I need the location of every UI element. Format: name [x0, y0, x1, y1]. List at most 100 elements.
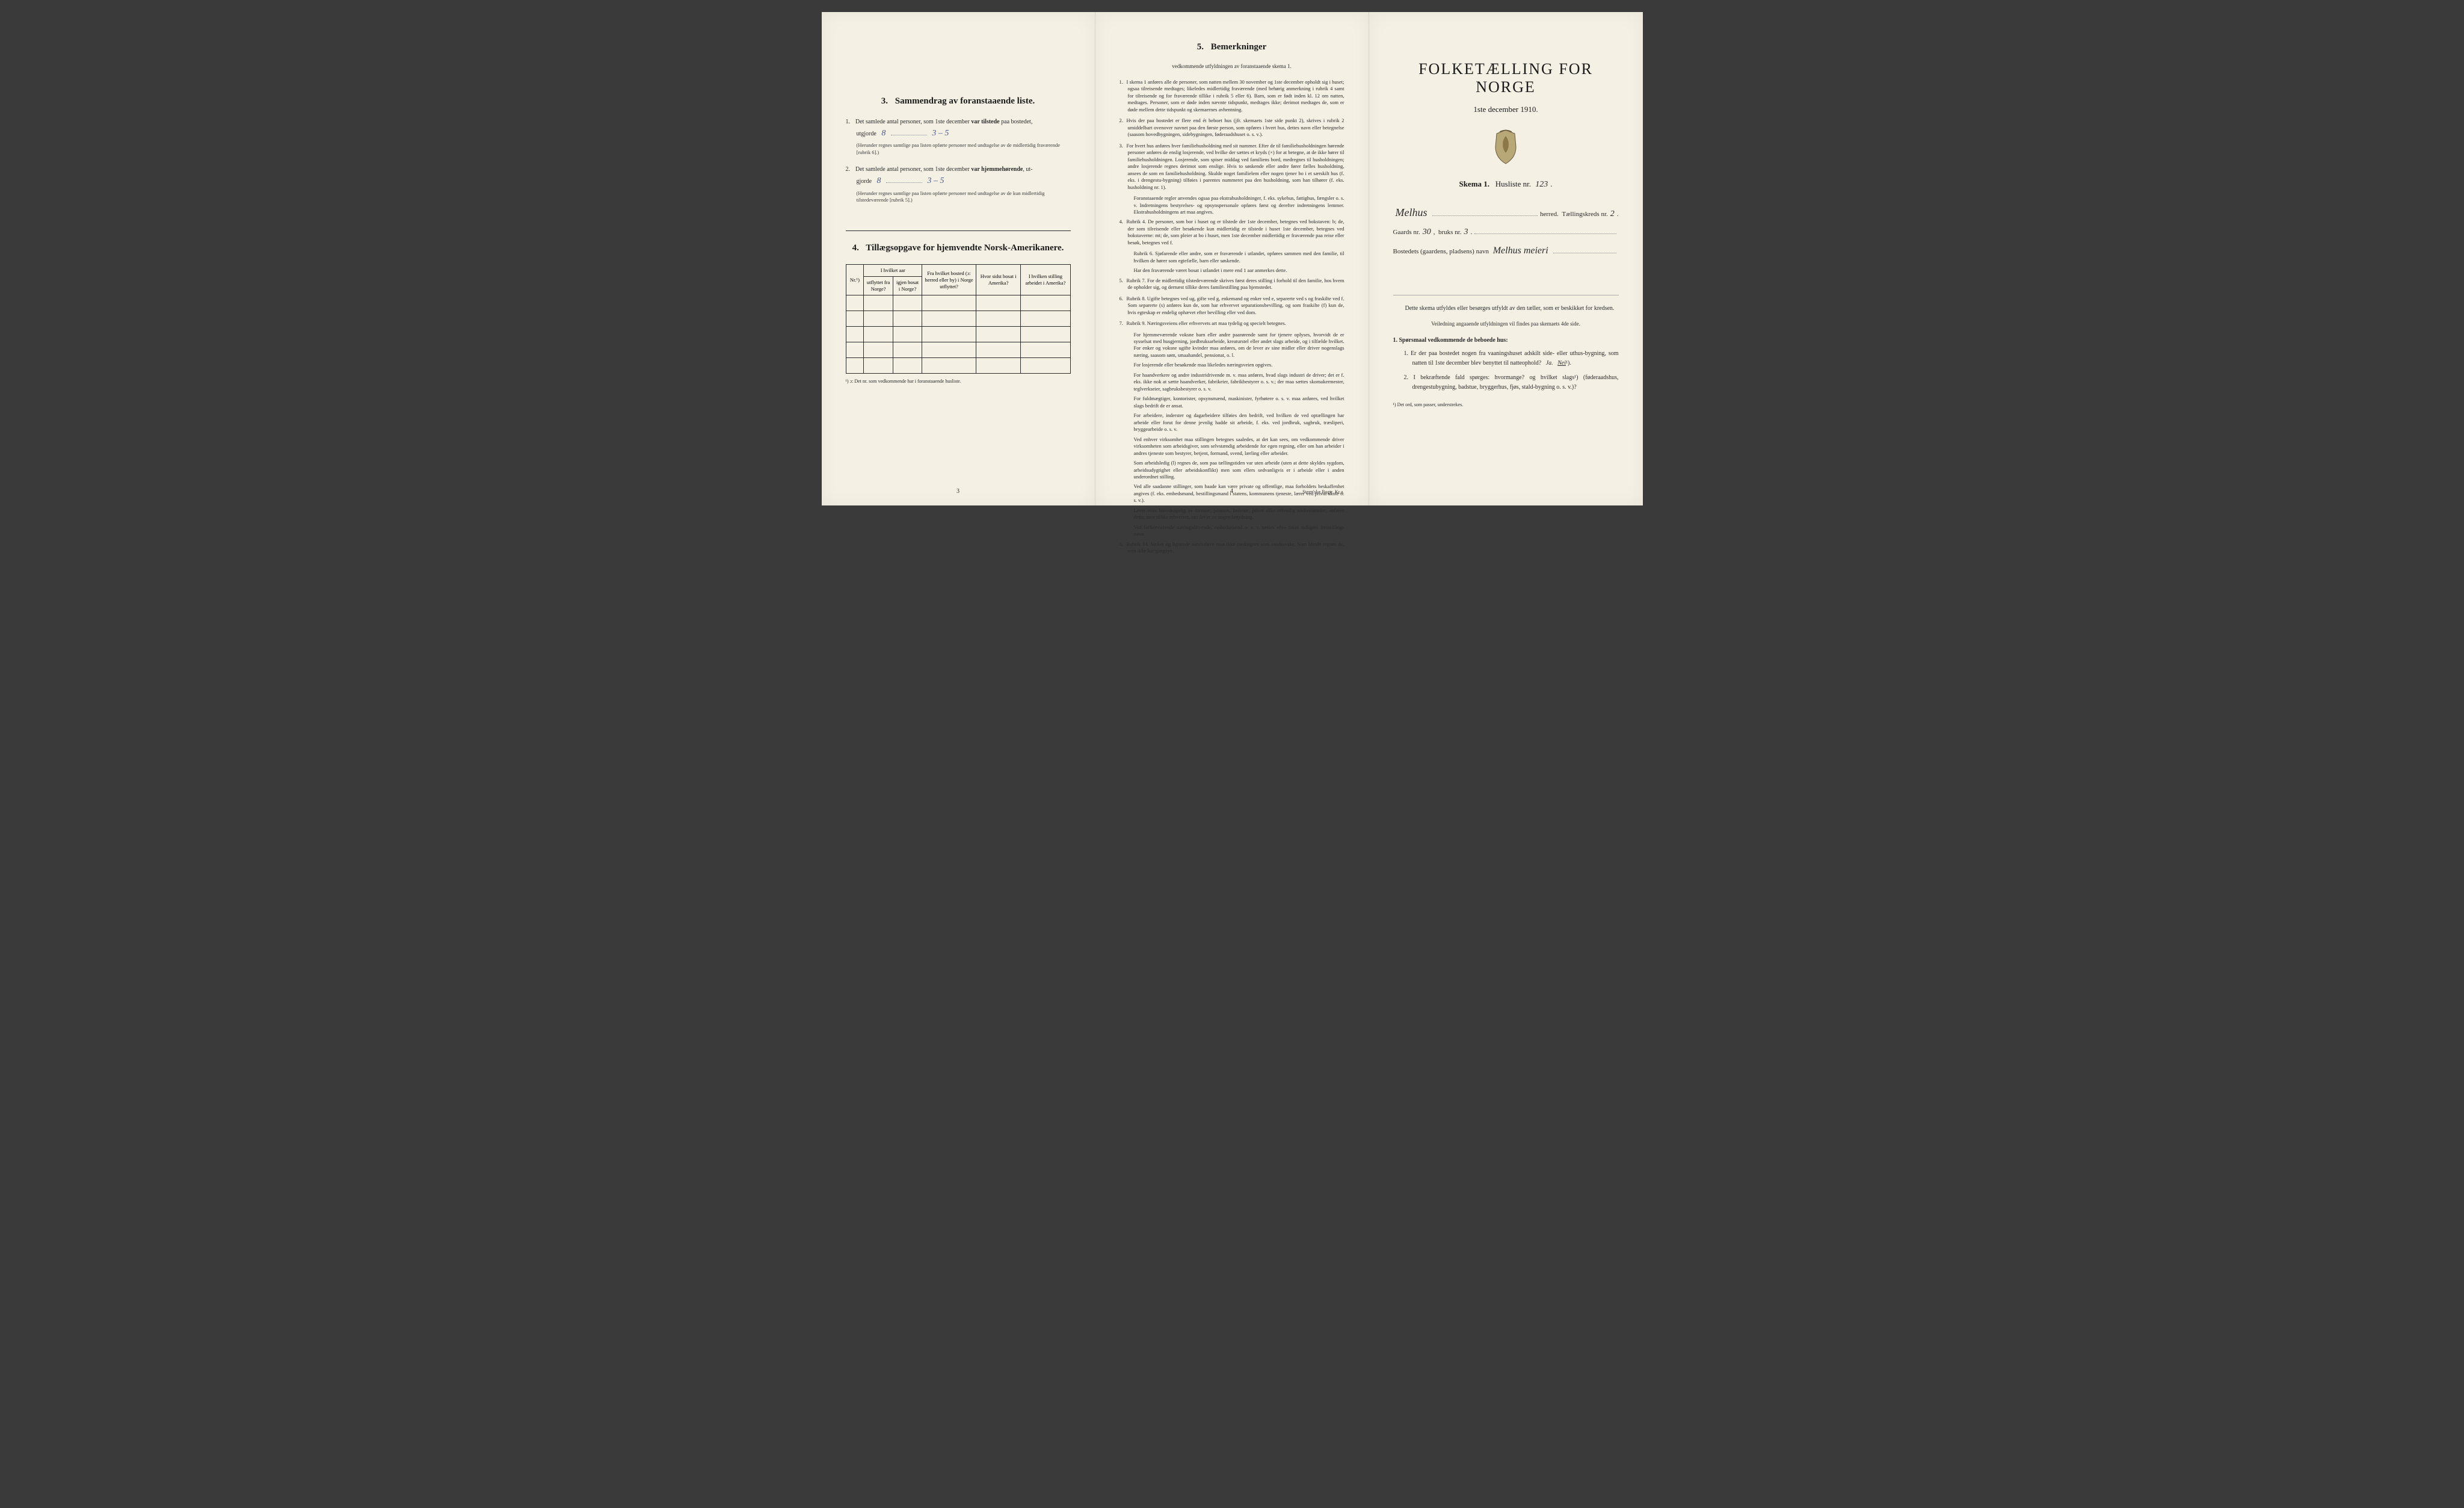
item-note: (Herunder regnes samtlige paa listen opf… — [857, 142, 1071, 156]
bruks-label: bruks nr. — [1438, 229, 1462, 236]
item-text: Rubrik 9. Næringsveiens eller erhvervets… — [1127, 320, 1286, 326]
item-text: Rubrik 8. Ugifte betegnes ved ug, gifte … — [1127, 295, 1344, 315]
col-header: Hvor sidst bosat i Amerika? — [976, 265, 1021, 295]
kreds-label: Tællingskreds nr. — [1562, 211, 1607, 218]
bemerkninger-list: 1.I skema 1 anføres alle de personer, so… — [1120, 79, 1344, 555]
section-title-text: Tillægsopgave for hjemvendte Norsk-Ameri… — [866, 243, 1064, 253]
q-text: I bekræftende fald spørges: hvormange? o… — [1412, 374, 1619, 391]
list-item: 3.For hvert hus anføres hver familiehush… — [1120, 143, 1344, 191]
section-5-title: 5. Bemerkninger — [1120, 42, 1344, 52]
page-title: FOLKETÆLLING FOR NORGE 1ste december 191… — [1369, 12, 1643, 505]
kreds-value: 2 — [1608, 209, 1617, 219]
item-number: 2. — [846, 165, 854, 175]
item-text: utgjorde — [857, 131, 878, 137]
item-number: 1. — [846, 117, 854, 127]
item-sub: Har den fraværende været bosat i utlande… — [1120, 267, 1344, 274]
item-sub: For haandverkere og andre industridriven… — [1120, 372, 1344, 392]
section-3-title: 3. Sammendrag av foranstaaende liste. — [846, 96, 1071, 107]
q-head-text: Spørsmaal vedkommende de beboede hus: — [1399, 337, 1508, 344]
question-item: 1. Er der paa bostedet nogen fra vaaning… — [1404, 349, 1619, 368]
bosted-value: Melhus meieri — [1491, 246, 1551, 256]
list-item: 1.I skema 1 anføres alle de personer, so… — [1120, 79, 1344, 113]
blank-line — [886, 176, 922, 183]
printer-mark: Steen'ske Bogtr. Kr.a. — [1302, 489, 1344, 495]
item-text: gjorde — [857, 178, 873, 185]
herred-value: Melhus — [1393, 206, 1430, 219]
skema-label: Skema 1. — [1459, 179, 1489, 188]
col-subheader: igjen bosat i Norge? — [893, 277, 922, 295]
list-item: 5.Rubrik 7. For de midlertidig tilstedev… — [1120, 277, 1344, 291]
q-head-num: 1. — [1393, 337, 1398, 344]
handwritten-value: 3 – 5 — [924, 176, 948, 185]
col-header: Fra hvilket bosted (ɔ: herred eller by) … — [922, 265, 976, 295]
item-text: Rubrik 4. De personer, som bor i huset o… — [1127, 218, 1344, 245]
item-text: Rubrik 14. Sinker og lignende aandssløve… — [1127, 541, 1344, 554]
page-number: 3 — [956, 488, 959, 495]
item-bold: var hjemmehørende — [971, 166, 1023, 173]
handwritten-value: 8 — [878, 129, 889, 138]
table-row — [846, 327, 1070, 342]
blank-line — [891, 128, 927, 135]
gaards-value: 30 — [1420, 227, 1434, 237]
section-title-text: Bemerkninger — [1211, 42, 1266, 52]
bosted-field: Bostedets (gaardens, pladsens) navn Melh… — [1393, 246, 1619, 256]
handwritten-value: 3 – 5 — [928, 129, 952, 138]
list-item: 7.Rubrik 9. Næringsveiens eller erhverve… — [1120, 320, 1344, 327]
q-text: Er der paa bostedet nogen fra vaaningshu… — [1411, 350, 1619, 366]
list-item: 8.Rubrik 14. Sinker og lignende aandsslø… — [1120, 541, 1344, 555]
q-option-ja: Ja. — [1546, 360, 1553, 366]
table-row — [846, 342, 1070, 358]
section-subtitle: vedkommende utfyldningen av foranstaaend… — [1120, 63, 1344, 69]
handwritten-value: 8 — [873, 176, 885, 185]
page-3: 3. Sammendrag av foranstaaende liste. 1.… — [822, 12, 1095, 505]
questions-section: 1. Spørsmaal vedkommende de beboede hus:… — [1393, 336, 1619, 392]
instruction-note: Veiledning angaaende utfyldningen vil fi… — [1393, 320, 1619, 329]
col-subheader: utflyttet fra Norge? — [864, 277, 893, 295]
gaards-label: Gaards nr. — [1393, 229, 1420, 236]
section-number: 3. — [881, 96, 888, 106]
item-text: Det samlede antal personer, som 1ste dec… — [855, 119, 971, 125]
list-item: 6.Rubrik 8. Ugifte betegnes ved ug, gift… — [1120, 295, 1344, 316]
item-bold: var tilstede — [971, 119, 999, 125]
section-number: 4. — [852, 243, 859, 253]
item-sub: For losjerende eller besøkende maa likel… — [1120, 362, 1344, 368]
item-text: Rubrik 7. For de midlertidig tilstedevær… — [1127, 277, 1344, 290]
coat-of-arms-icon — [1491, 129, 1521, 165]
bosted-label: Bostedets (gaardens, pladsens) navn — [1393, 248, 1489, 255]
q-option-nei-selected: Nei — [1557, 360, 1566, 366]
item-text: paa bostedet, — [1000, 119, 1033, 125]
item-sub: Ved enhver virksomhet maa stillingen bet… — [1120, 436, 1344, 457]
section-number: 5. — [1197, 42, 1204, 52]
page-number: 4 — [1230, 488, 1233, 495]
item-sub: For arbeidere, inderster og dagarbeidere… — [1120, 412, 1344, 433]
item-sub: Rubrik 6. Sjøfarende eller andre, som er… — [1120, 250, 1344, 264]
summary-item-2: 2. Det samlede antal personer, som 1ste … — [846, 165, 1071, 204]
q-num: 1. — [1404, 350, 1409, 357]
item-sub: Foranstaaende regler anvendes ogsaa paa … — [1120, 195, 1344, 215]
table-header-row: Nr.¹) I hvilket aar Fra hvilket bosted (… — [846, 265, 1070, 277]
list-item: 4.Rubrik 4. De personer, som bor i huset… — [1120, 218, 1344, 246]
table-footnote: ¹) ɔ: Det nr. som vedkommende har i fora… — [846, 379, 1071, 384]
herred-label: herred. — [1540, 211, 1559, 218]
item-text: , ut- — [1023, 166, 1032, 173]
summary-item-1: 1. Det samlede antal personer, som 1ste … — [846, 117, 1071, 156]
page-footnote: ¹) Det ord, som passer, understrekes. — [1393, 402, 1619, 407]
col-header: I hvilken stilling arbeidet i Amerika? — [1021, 265, 1070, 295]
document-spread: 3. Sammendrag av foranstaaende liste. 1.… — [822, 12, 1643, 505]
col-header: I hvilket aar — [864, 265, 922, 277]
herred-field: Melhus herred. Tællingskreds nr. 2. — [1393, 206, 1619, 219]
q-num: 2. — [1404, 374, 1409, 381]
census-title: FOLKETÆLLING FOR NORGE — [1393, 60, 1619, 96]
item-sub: Lever man hovedsagelig av formue, pensio… — [1120, 507, 1344, 521]
item-text: Det samlede antal personer, som 1ste dec… — [855, 166, 971, 173]
table-row — [846, 295, 1070, 311]
question-heading: 1. Spørsmaal vedkommende de beboede hus: — [1393, 336, 1619, 345]
table-row — [846, 311, 1070, 327]
section-4-title: 4. Tillægsopgave for hjemvendte Norsk-Am… — [846, 243, 1071, 253]
item-sub: Ved forhenværende næringsdrivende, embed… — [1120, 524, 1344, 538]
list-item: 2.Hvis der paa bostedet er flere end ét … — [1120, 117, 1344, 138]
table-row — [846, 358, 1070, 374]
skema-line: Skema 1. Husliste nr. 123. — [1393, 179, 1619, 190]
bruks-value: 3 — [1461, 227, 1470, 237]
census-date: 1ste december 1910. — [1393, 105, 1619, 114]
